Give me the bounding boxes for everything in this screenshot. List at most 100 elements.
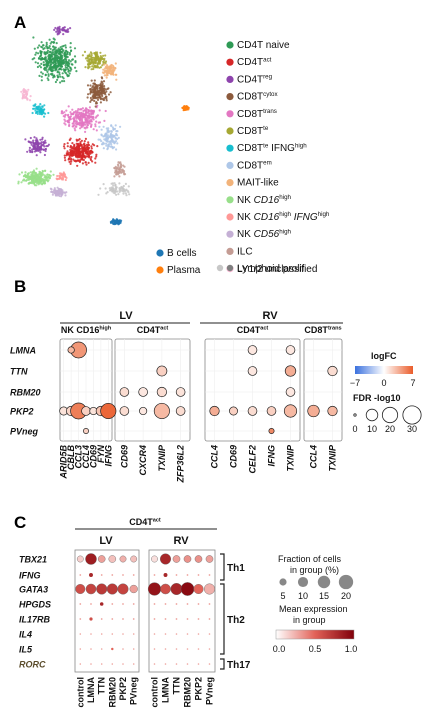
umap-point bbox=[29, 150, 32, 154]
umap-point bbox=[102, 183, 105, 186]
legend-swatch bbox=[226, 196, 234, 204]
umap-point bbox=[58, 174, 61, 177]
panel-b-dotplot: LV RV LMNA TTN RBM20 PKP2 PVneg NK CD16high​ ARI… bbox=[10, 310, 422, 484]
expression-dot bbox=[122, 618, 124, 620]
umap-point bbox=[84, 161, 87, 164]
umap-point bbox=[74, 153, 77, 156]
umap-cluster-2 bbox=[86, 76, 112, 108]
umap-point bbox=[49, 170, 52, 173]
umap-point bbox=[100, 128, 103, 131]
umap-point bbox=[85, 163, 88, 166]
expression-dot bbox=[197, 648, 200, 650]
expression-dot bbox=[90, 648, 92, 650]
expression-dot bbox=[153, 574, 156, 576]
expression-tick: 0.5 bbox=[309, 644, 322, 654]
umap-point bbox=[35, 154, 38, 157]
umap-point bbox=[46, 173, 49, 176]
umap-point bbox=[67, 65, 71, 68]
umap-point bbox=[109, 135, 112, 139]
umap-point bbox=[99, 84, 102, 87]
umap-point bbox=[80, 124, 83, 127]
umap-point bbox=[72, 122, 75, 125]
umap-point bbox=[36, 110, 39, 113]
expression-dot bbox=[186, 574, 189, 576]
umap-point bbox=[95, 155, 98, 158]
umap-point bbox=[51, 53, 54, 56]
umap-point bbox=[96, 65, 99, 68]
umap-point bbox=[78, 138, 81, 141]
fdr-size-key bbox=[402, 405, 422, 425]
logfc-tick: 7 bbox=[410, 378, 415, 388]
umap-point bbox=[63, 118, 66, 121]
umap-point bbox=[83, 142, 86, 145]
umap-point bbox=[66, 29, 69, 32]
umap-point bbox=[113, 141, 116, 144]
condition-label: PVneg bbox=[205, 677, 215, 705]
umap-point bbox=[78, 113, 81, 116]
umap-point bbox=[116, 190, 119, 193]
condition-label: RBM20 bbox=[107, 677, 117, 708]
umap-point bbox=[87, 55, 91, 58]
umap-point bbox=[98, 109, 101, 112]
row-label: IL5 bbox=[19, 645, 33, 655]
umap-point bbox=[114, 189, 117, 193]
legend-label: B cells bbox=[167, 248, 196, 259]
umap-point bbox=[106, 66, 109, 69]
umap-point bbox=[29, 171, 32, 174]
umap-point bbox=[87, 120, 90, 123]
umap-point bbox=[63, 111, 66, 114]
umap-point bbox=[84, 137, 87, 140]
expression-dot bbox=[89, 617, 93, 621]
umap-point bbox=[75, 139, 79, 142]
gene-label: IFNG bbox=[103, 445, 113, 467]
umap-point bbox=[43, 145, 46, 148]
umap-point bbox=[79, 141, 82, 144]
umap-point bbox=[116, 130, 119, 133]
condition-label: LMNA bbox=[86, 677, 96, 703]
umap-point bbox=[115, 173, 118, 176]
expression-dot bbox=[100, 648, 103, 650]
expression-dot bbox=[89, 573, 93, 577]
legend-label: CD4T naive bbox=[237, 40, 290, 51]
expression-dot bbox=[111, 618, 114, 620]
umap-point bbox=[32, 36, 35, 39]
umap-point bbox=[46, 70, 49, 73]
row-label: IFNG bbox=[19, 571, 41, 581]
umap-point bbox=[89, 116, 92, 119]
umap-point bbox=[33, 47, 36, 50]
umap-point bbox=[65, 109, 68, 112]
umap-point bbox=[64, 120, 67, 123]
expression-dot bbox=[153, 663, 156, 665]
umap-point bbox=[69, 162, 72, 165]
legend-label: Lymphoid prolif bbox=[237, 264, 305, 275]
umap-point bbox=[53, 48, 56, 51]
expression-dot bbox=[132, 663, 135, 665]
umap-point bbox=[98, 125, 101, 128]
umap-point bbox=[114, 124, 117, 127]
row-group-label: Th1 bbox=[227, 563, 245, 574]
umap-point bbox=[95, 120, 98, 123]
umap-point bbox=[86, 145, 89, 148]
umap-point bbox=[64, 56, 67, 59]
umap-point bbox=[27, 177, 30, 180]
umap-point bbox=[108, 66, 111, 69]
legend-swatch bbox=[226, 264, 234, 272]
legend-label: MAIT-like bbox=[237, 178, 279, 189]
expression-dot bbox=[186, 663, 189, 665]
umap-point bbox=[121, 168, 124, 171]
umap-point bbox=[31, 145, 35, 148]
umap-point bbox=[37, 52, 40, 55]
umap-point bbox=[104, 109, 107, 113]
umap-cluster-12 bbox=[113, 161, 127, 178]
umap-point bbox=[127, 185, 130, 188]
umap-point bbox=[94, 93, 97, 96]
legend-swatch bbox=[226, 230, 234, 238]
umap-point bbox=[117, 136, 120, 139]
umap-point bbox=[46, 179, 49, 182]
dotplot-box-lv: control LMNA TTN RBM20 PKP2 PVneg bbox=[74, 549, 140, 708]
umap-point bbox=[109, 141, 112, 144]
legend-label: NK CD56high​ bbox=[237, 228, 292, 240]
umap-point bbox=[31, 172, 34, 175]
umap-point bbox=[70, 63, 73, 66]
umap-point bbox=[43, 115, 46, 118]
